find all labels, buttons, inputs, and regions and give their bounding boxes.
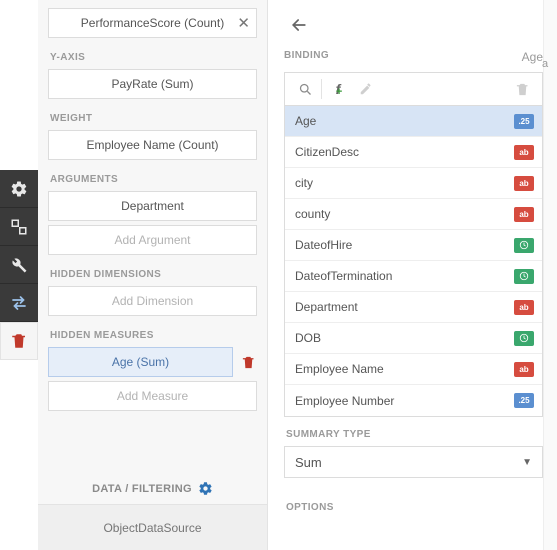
wrench-tab-icon[interactable] bbox=[0, 246, 38, 284]
gear-tab-icon[interactable] bbox=[0, 170, 38, 208]
field-list: Age .25 CitizenDesc ab city ab county ab DateofH… bbox=[284, 106, 543, 417]
field-name: DateofHire bbox=[295, 238, 352, 252]
field-name: county bbox=[295, 207, 330, 221]
type-badge-date-icon bbox=[514, 238, 534, 253]
xaxis-value: PerformanceScore (Count) bbox=[81, 16, 224, 30]
add-argument-button[interactable]: Add Argument bbox=[48, 225, 257, 255]
field-row[interactable]: DateofHire bbox=[285, 230, 542, 261]
delete-tab-icon[interactable] bbox=[0, 322, 38, 360]
type-badge-text-icon: ab bbox=[514, 176, 534, 191]
options-label: OPTIONS bbox=[286, 502, 541, 513]
hidden-dimensions-label: HIDDEN DIMENSIONS bbox=[50, 269, 255, 280]
summary-type-label: SUMMARY TYPE bbox=[286, 429, 541, 440]
weight-label: WEIGHT bbox=[50, 113, 255, 124]
yaxis-pill[interactable]: PayRate (Sum) bbox=[48, 69, 257, 99]
field-row[interactable]: DOB bbox=[285, 323, 542, 354]
field-name: Employee Name bbox=[295, 362, 384, 376]
gear-icon bbox=[198, 481, 213, 496]
hidden-measures-label: HIDDEN MEASURES bbox=[50, 330, 255, 341]
hidden-measure-pill[interactable]: Age (Sum) bbox=[48, 347, 233, 377]
field-name: DOB bbox=[295, 331, 321, 345]
argument-pill[interactable]: Department bbox=[48, 191, 257, 221]
binding-current: Age bbox=[522, 50, 543, 64]
layout-tab-icon[interactable] bbox=[0, 208, 38, 246]
binding-label: BINDING bbox=[284, 50, 329, 64]
type-badge-num-icon: .25 bbox=[514, 114, 534, 129]
datasource-selector[interactable]: ObjectDataSource bbox=[38, 504, 267, 550]
field-name: DateofTermination bbox=[295, 269, 392, 283]
add-calculated-field-icon[interactable]: f+ bbox=[324, 76, 352, 102]
summary-type-select[interactable]: Sum ▼ bbox=[284, 446, 543, 478]
close-icon[interactable]: ✕ bbox=[237, 14, 250, 32]
field-toolbar: f+ bbox=[284, 72, 543, 106]
search-icon[interactable] bbox=[291, 76, 319, 102]
field-name: Department bbox=[295, 300, 358, 314]
arguments-label: ARGUMENTS bbox=[50, 174, 255, 185]
type-badge-text-icon: ab bbox=[514, 207, 534, 222]
field-name: CitizenDesc bbox=[295, 145, 359, 159]
right-edge: a bbox=[543, 0, 557, 550]
yaxis-value: PayRate (Sum) bbox=[111, 77, 193, 91]
field-row[interactable]: Age .25 bbox=[285, 106, 542, 137]
add-dimension-button[interactable]: Add Dimension bbox=[48, 286, 257, 316]
trash-icon[interactable] bbox=[239, 353, 257, 371]
xaxis-pill[interactable]: PerformanceScore (Count) ✕ bbox=[48, 8, 257, 38]
field-row[interactable]: Employee Number .25 bbox=[285, 385, 542, 416]
chevron-down-icon: ▼ bbox=[522, 457, 532, 468]
type-badge-text-icon: ab bbox=[514, 300, 534, 315]
type-badge-text-icon: ab bbox=[514, 362, 534, 377]
type-badge-num-icon: .25 bbox=[514, 393, 534, 408]
type-badge-date-icon bbox=[514, 269, 534, 284]
field-row[interactable]: CitizenDesc ab bbox=[285, 137, 542, 168]
edit-icon[interactable] bbox=[352, 76, 380, 102]
type-badge-date-icon bbox=[514, 331, 534, 346]
field-row[interactable]: city ab bbox=[285, 168, 542, 199]
edge-text: a bbox=[542, 58, 548, 70]
field-name: Employee Number bbox=[295, 394, 394, 408]
field-row[interactable]: DateofTermination bbox=[285, 261, 542, 292]
yaxis-label: Y-AXIS bbox=[50, 52, 255, 63]
data-filtering-link[interactable]: DATA / FILTERING bbox=[48, 469, 257, 504]
left-icon-rail bbox=[0, 170, 38, 360]
argument-value: Department bbox=[121, 199, 184, 213]
config-panel: PerformanceScore (Count) ✕ Y-AXIS PayRat… bbox=[38, 0, 268, 550]
weight-pill[interactable]: Employee Name (Count) bbox=[48, 130, 257, 160]
binding-panel: BINDING Age f+ Age .25 CitizenDesc ab city ab… bbox=[268, 0, 557, 550]
weight-value: Employee Name (Count) bbox=[86, 138, 218, 152]
field-row[interactable]: Employee Name ab bbox=[285, 354, 542, 385]
back-button[interactable] bbox=[284, 10, 314, 40]
field-row[interactable]: county ab bbox=[285, 199, 542, 230]
field-name: Age bbox=[295, 114, 316, 128]
toolbar-trash-icon[interactable] bbox=[508, 76, 536, 102]
convert-tab-icon[interactable] bbox=[0, 284, 38, 322]
app-frame: PerformanceScore (Count) ✕ Y-AXIS PayRat… bbox=[0, 0, 557, 550]
hidden-measure-value: Age (Sum) bbox=[112, 355, 169, 369]
type-badge-text-icon: ab bbox=[514, 145, 534, 160]
field-row[interactable]: Department ab bbox=[285, 292, 542, 323]
add-measure-button[interactable]: Add Measure bbox=[48, 381, 257, 411]
field-name: city bbox=[295, 176, 313, 190]
